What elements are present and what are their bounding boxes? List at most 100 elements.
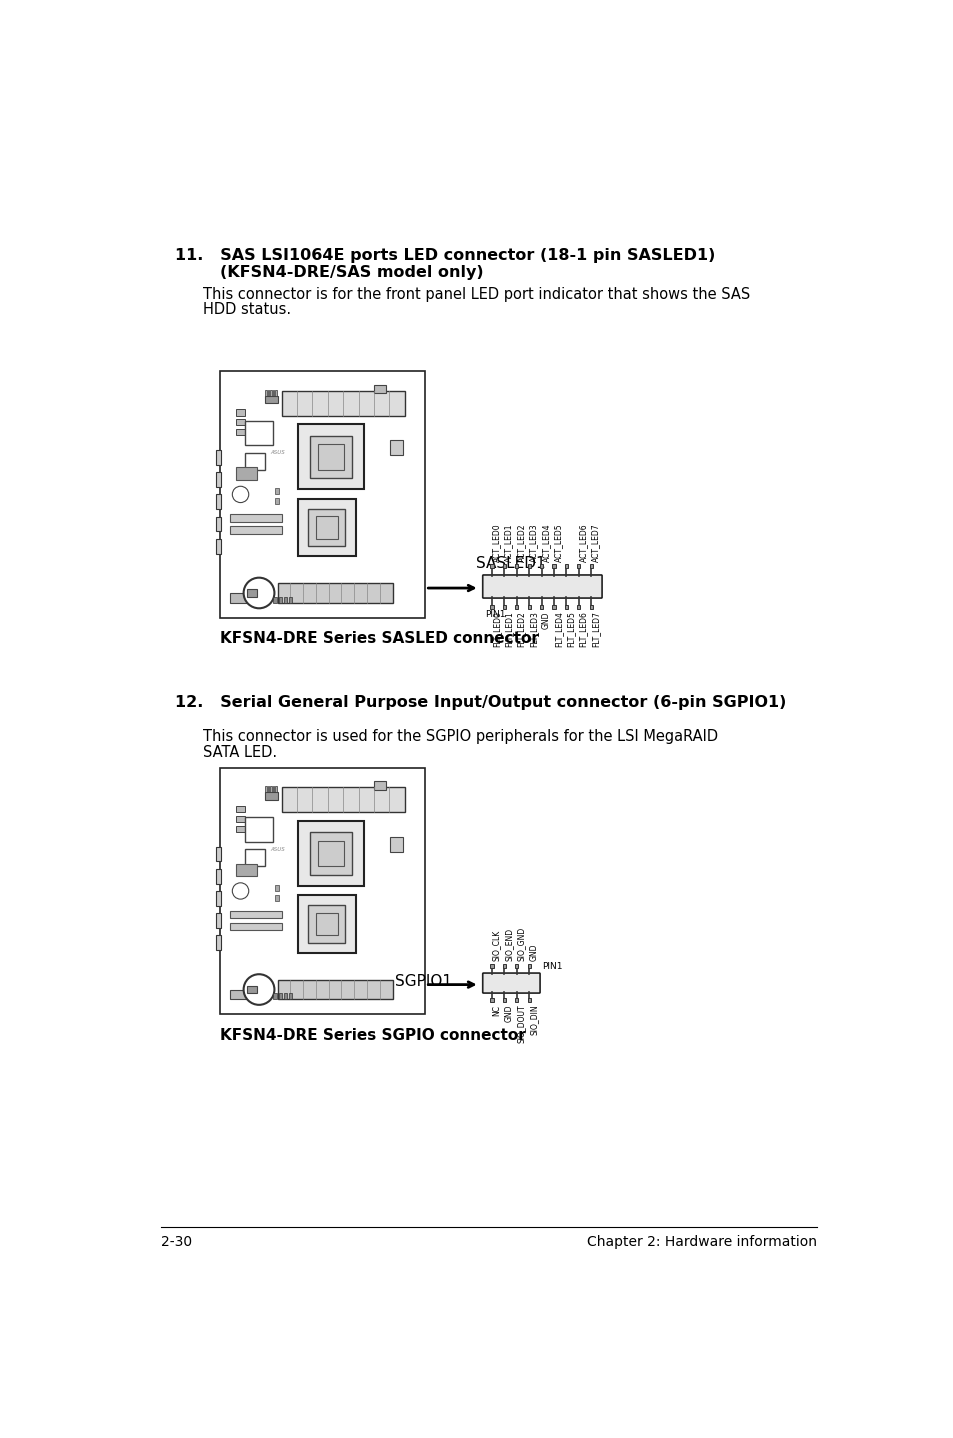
Text: This connector is used for the SGPIO peripherals for the LSI MegaRAID: This connector is used for the SGPIO per… xyxy=(203,729,718,745)
Bar xyxy=(527,998,530,1002)
Text: HDD status.: HDD status. xyxy=(203,302,291,316)
Bar xyxy=(515,564,517,568)
Bar xyxy=(275,489,278,495)
Bar xyxy=(265,792,277,800)
Bar xyxy=(268,787,269,792)
Bar xyxy=(215,935,221,951)
Bar xyxy=(502,998,505,1002)
Text: FLT_LED1: FLT_LED1 xyxy=(504,611,513,647)
Text: SIO_GND: SIO_GND xyxy=(517,926,525,961)
Bar xyxy=(230,923,281,930)
Bar xyxy=(502,605,505,608)
Text: KFSN4-DRE Series SASLED connector: KFSN4-DRE Series SASLED connector xyxy=(220,631,538,647)
Bar xyxy=(515,998,517,1002)
Bar xyxy=(236,429,244,436)
Bar xyxy=(317,841,343,866)
Bar xyxy=(215,516,221,532)
Text: ACT_LED6: ACT_LED6 xyxy=(578,523,587,562)
Bar xyxy=(297,896,355,952)
Text: ACT_LED5: ACT_LED5 xyxy=(554,523,562,562)
Bar xyxy=(390,440,402,454)
Bar xyxy=(274,390,276,395)
Bar xyxy=(490,998,493,1002)
Bar xyxy=(265,787,267,792)
Bar xyxy=(275,498,278,505)
Bar xyxy=(490,564,493,568)
Bar xyxy=(230,515,281,522)
Bar xyxy=(539,564,542,568)
Bar xyxy=(552,605,555,608)
Bar xyxy=(390,837,402,851)
Text: ACT_LED7: ACT_LED7 xyxy=(591,523,599,562)
Circle shape xyxy=(243,578,274,608)
Text: FLT_LED7: FLT_LED7 xyxy=(591,611,599,647)
Bar xyxy=(236,825,244,831)
Bar xyxy=(564,564,567,568)
Text: GND: GND xyxy=(529,943,537,961)
Bar xyxy=(236,864,256,876)
Text: FLT_LED2: FLT_LED2 xyxy=(517,611,525,647)
Bar xyxy=(220,768,425,1014)
Bar xyxy=(577,564,579,568)
Bar xyxy=(374,385,386,394)
Text: SGPIO1: SGPIO1 xyxy=(395,974,452,989)
Bar xyxy=(215,892,221,906)
Bar xyxy=(577,605,579,608)
Text: SASLED1: SASLED1 xyxy=(476,557,545,571)
Bar xyxy=(265,390,267,395)
Bar xyxy=(297,424,363,489)
Bar xyxy=(527,605,530,608)
Text: ACT_LED4: ACT_LED4 xyxy=(541,523,550,562)
Circle shape xyxy=(233,486,249,503)
Bar xyxy=(308,509,345,546)
Text: ACT_LED0: ACT_LED0 xyxy=(492,523,500,562)
Bar xyxy=(374,781,386,789)
Circle shape xyxy=(233,883,249,899)
Bar xyxy=(490,963,493,968)
Bar xyxy=(215,913,221,928)
Bar xyxy=(315,913,337,935)
Bar xyxy=(490,605,493,608)
Text: ACT_LED1: ACT_LED1 xyxy=(504,523,513,562)
Bar xyxy=(274,994,276,999)
Bar xyxy=(308,906,345,942)
Text: SIO_DIN: SIO_DIN xyxy=(529,1005,537,1035)
Bar xyxy=(247,986,256,994)
Bar xyxy=(274,787,276,792)
Bar xyxy=(236,805,244,812)
Bar xyxy=(289,994,293,999)
Bar xyxy=(275,894,278,900)
Bar xyxy=(244,848,265,866)
Bar xyxy=(297,499,355,557)
Bar xyxy=(315,516,337,539)
Bar xyxy=(281,391,404,416)
Text: (KFSN4-DRE/SAS model only): (KFSN4-DRE/SAS model only) xyxy=(174,265,483,280)
Bar xyxy=(215,450,221,464)
Bar xyxy=(297,821,363,886)
Bar xyxy=(564,605,567,608)
Bar xyxy=(230,592,251,603)
Bar xyxy=(270,390,272,395)
Circle shape xyxy=(243,974,274,1005)
Bar xyxy=(236,815,244,823)
Text: FLT_LED5: FLT_LED5 xyxy=(566,611,575,647)
Bar xyxy=(236,420,244,426)
Bar xyxy=(552,564,555,568)
Bar xyxy=(275,884,278,892)
Bar xyxy=(244,420,274,446)
Bar xyxy=(283,597,287,603)
Text: GND: GND xyxy=(504,1005,513,1022)
Bar xyxy=(215,472,221,487)
Text: SIO_CLK: SIO_CLK xyxy=(492,929,500,961)
Bar xyxy=(236,467,256,480)
Text: ACT_LED2: ACT_LED2 xyxy=(517,523,525,562)
Bar xyxy=(277,584,392,603)
Bar xyxy=(283,994,287,999)
Bar xyxy=(273,787,274,792)
Bar xyxy=(278,994,282,999)
Bar xyxy=(289,597,293,603)
Bar xyxy=(270,787,272,792)
Text: 11.   SAS LSI1064E ports LED connector (18-1 pin SASLED1): 11. SAS LSI1064E ports LED connector (18… xyxy=(174,247,715,263)
Bar xyxy=(515,605,517,608)
Bar xyxy=(230,526,281,533)
